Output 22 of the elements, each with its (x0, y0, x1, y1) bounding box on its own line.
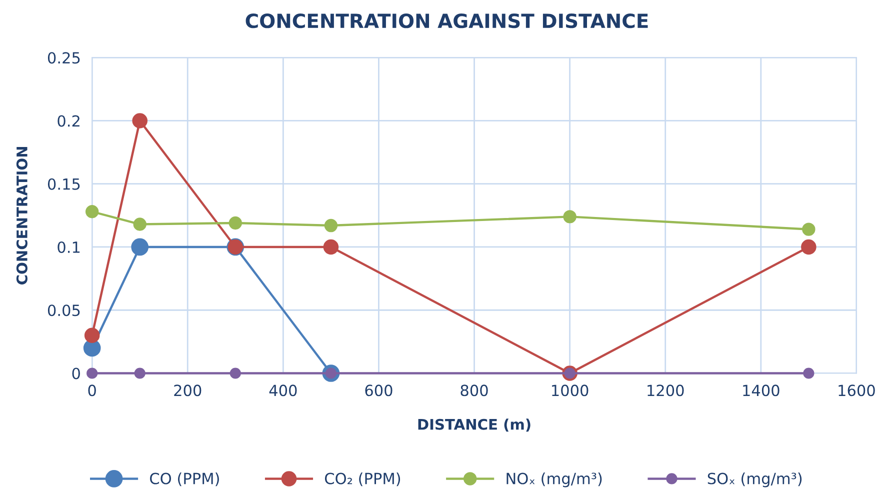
x-tick-label: 1600 (838, 384, 875, 396)
x-tick-label: 1400 (743, 384, 780, 396)
chart-title: CONCENTRATION AGAINST DISTANCE (246, 13, 648, 28)
y-tick-label: 0.15 (48, 178, 80, 190)
legend-label: NOₓ (mg/m³) (506, 472, 602, 488)
x-tick-label: 600 (365, 384, 392, 396)
y-tick-label: 0.05 (48, 304, 80, 316)
y-tick-label: 0 (72, 368, 80, 380)
x-tick-label: 1000 (552, 384, 588, 396)
legend-label: CO₂ (PPM) (324, 472, 400, 486)
x-axis-title: DISTANCE (m) (418, 418, 530, 432)
y-tick-label: 0.2 (58, 115, 80, 127)
x-tick-label: 1200 (648, 384, 684, 396)
y-axis-title: CONCENTRATION (16, 147, 28, 284)
x-tick-label: 400 (269, 384, 297, 396)
x-tick-label: 0 (88, 384, 96, 396)
x-tick-label: 800 (460, 384, 488, 396)
legend-label: CO (PPM) (150, 472, 219, 486)
x-tick-label: 200 (174, 384, 202, 396)
y-tick-label: 0.25 (48, 52, 80, 64)
legend-label: SOₓ (mg/m³) (708, 472, 802, 488)
y-tick-label: 0.1 (58, 241, 80, 254)
